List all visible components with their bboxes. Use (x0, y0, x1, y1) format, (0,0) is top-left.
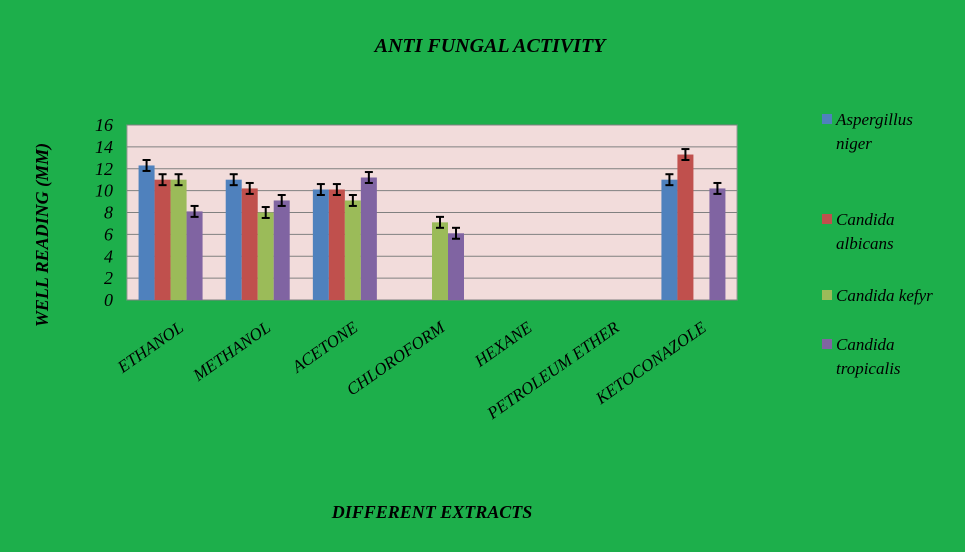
legend-label: Candida (836, 335, 895, 354)
bar (344, 200, 361, 300)
x-axis-title: DIFFERENT EXTRACTS (331, 502, 533, 522)
bar (154, 179, 171, 300)
y-tick-label: 8 (104, 203, 113, 223)
bar (448, 233, 464, 300)
legend-label: Candida kefyr (836, 286, 933, 305)
bar (257, 212, 274, 300)
y-tick-label: 2 (104, 268, 113, 288)
bar (241, 188, 258, 300)
legend-swatch (822, 114, 832, 124)
y-tick-label: 4 (104, 246, 113, 266)
bar (186, 211, 203, 300)
bar (677, 154, 694, 300)
bar (709, 188, 726, 300)
legend-swatch (822, 290, 832, 300)
legend: Aspergillus niger Candida albicans Candida k… (822, 110, 933, 378)
legend-label: niger (836, 134, 872, 153)
y-tick-label: 10 (95, 181, 113, 201)
y-tick-label: 6 (104, 224, 113, 244)
bar (312, 189, 329, 300)
legend-swatch (822, 339, 832, 349)
y-axis-title: WELL READING (MM) (32, 143, 53, 327)
bar (661, 179, 678, 300)
bar (138, 165, 155, 300)
chart-title: ANTI FUNGAL ACTIVITY (373, 35, 608, 57)
bar (225, 179, 242, 300)
legend-label: albicans (836, 234, 894, 253)
y-tick-label: 16 (95, 115, 113, 135)
y-tick-label: 0 (104, 290, 113, 310)
y-tick-label: 12 (95, 159, 113, 179)
bar (432, 222, 448, 300)
bar (328, 189, 345, 300)
legend-label: Candida (836, 210, 895, 229)
bar (273, 200, 290, 300)
bars (138, 148, 726, 300)
bar (360, 177, 377, 300)
legend-swatch (822, 214, 832, 224)
legend-label: tropicalis (836, 359, 901, 378)
legend-label: Aspergillus (835, 110, 913, 129)
y-tick-label: 14 (95, 137, 113, 157)
bar (170, 179, 187, 300)
